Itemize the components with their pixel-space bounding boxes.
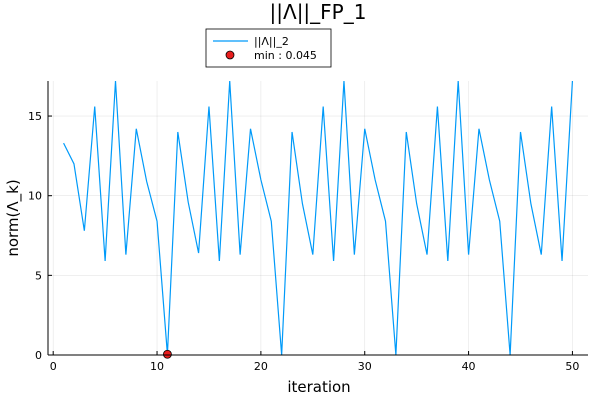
y-tick-label: 15 bbox=[28, 110, 42, 123]
series-layer bbox=[63, 80, 574, 359]
axes bbox=[47, 81, 588, 356]
y-axis-label: norm(Λ_k) bbox=[4, 179, 23, 256]
tick-labels: 0 10 20 30 40 50 0 5 10 15 bbox=[28, 110, 579, 373]
x-tick-label: 0 bbox=[50, 360, 57, 373]
chart-title: ||Λ||_FP_1 bbox=[270, 0, 367, 24]
series-line bbox=[63, 80, 574, 356]
y-tick-label: 10 bbox=[28, 190, 42, 203]
legend-label: ||Λ||_2 bbox=[254, 35, 289, 48]
y-tick-label: 0 bbox=[35, 349, 42, 362]
min-point-marker bbox=[163, 349, 172, 359]
x-tick-label: 10 bbox=[150, 360, 164, 373]
x-axis-label: iteration bbox=[287, 378, 350, 396]
legend-marker-swatch bbox=[225, 50, 235, 60]
x-tick-label: 20 bbox=[254, 360, 268, 373]
x-tick-label: 30 bbox=[358, 360, 372, 373]
legend-label: min : 0.045 bbox=[254, 49, 317, 62]
legend-box bbox=[205, 28, 332, 68]
x-tick-label: 50 bbox=[565, 360, 579, 373]
y-tick-label: 5 bbox=[35, 269, 42, 282]
x-tick-label: 40 bbox=[462, 360, 476, 373]
